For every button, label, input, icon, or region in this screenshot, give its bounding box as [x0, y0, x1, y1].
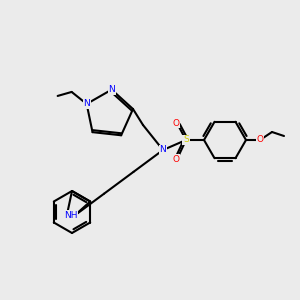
- Text: O: O: [256, 136, 263, 145]
- Text: NH: NH: [64, 211, 77, 220]
- Text: N: N: [83, 99, 90, 108]
- Text: N: N: [108, 85, 115, 94]
- Text: O: O: [172, 154, 179, 164]
- Text: N: N: [160, 146, 167, 154]
- Text: O: O: [172, 118, 179, 127]
- Text: S: S: [183, 136, 189, 145]
